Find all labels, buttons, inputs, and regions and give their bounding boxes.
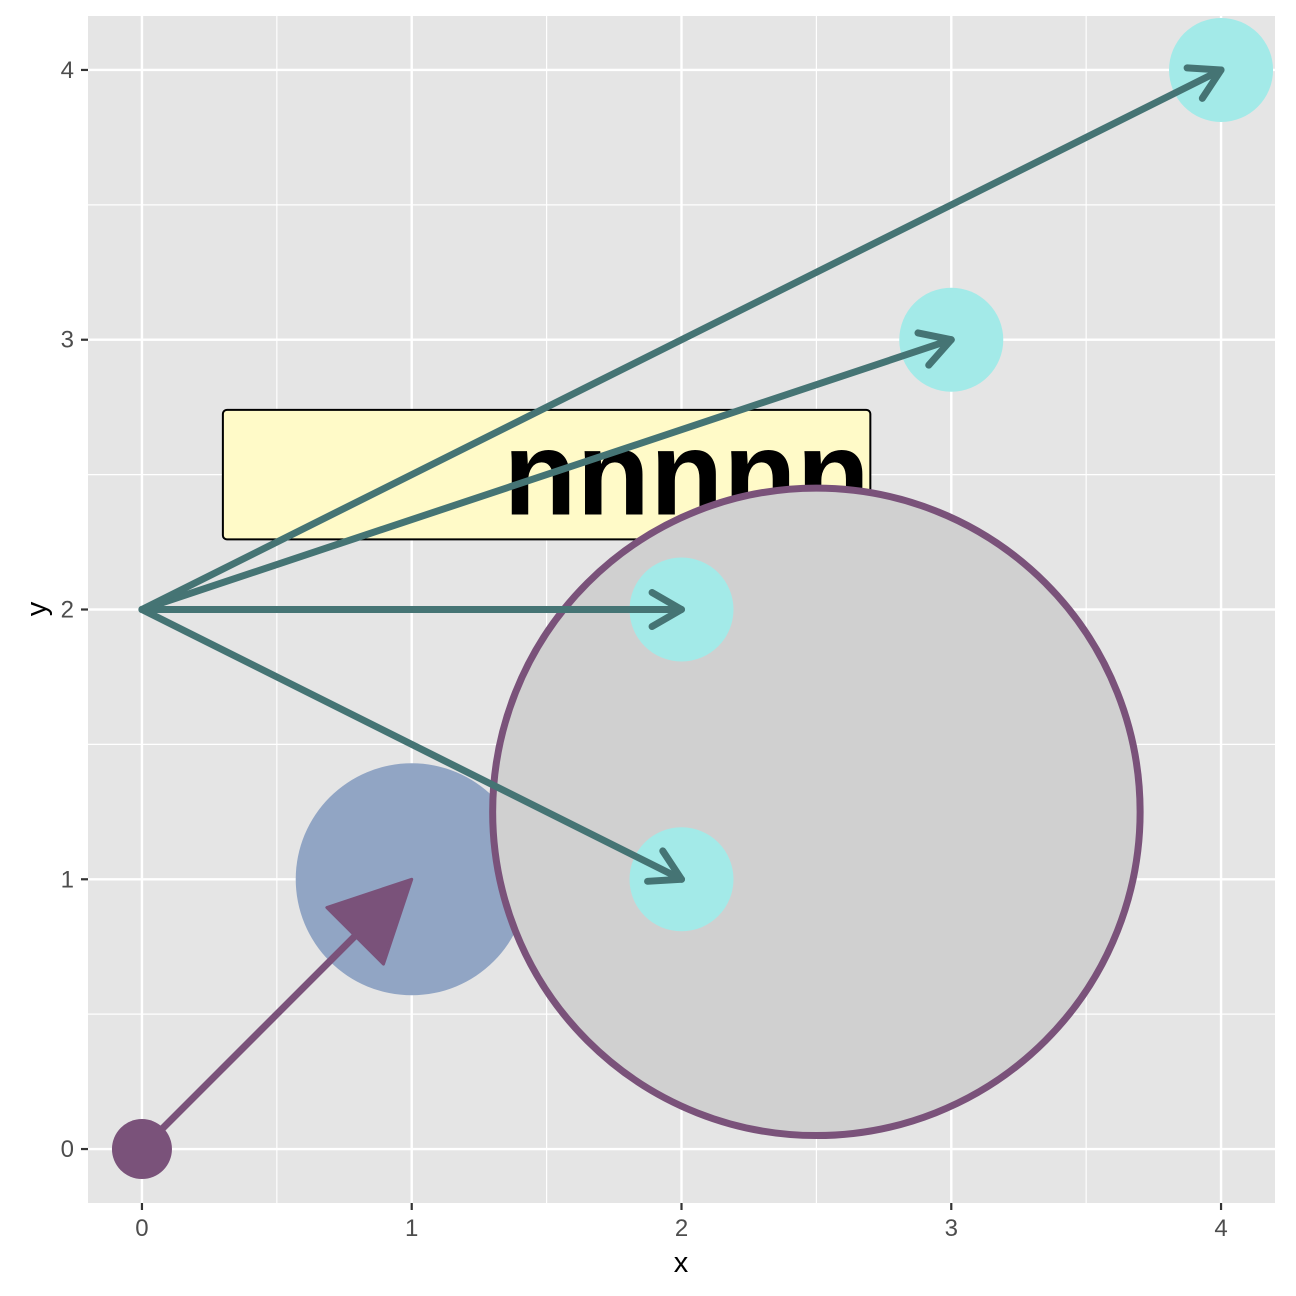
x-tick-label: 4 [1214, 1215, 1227, 1242]
y-tick-label: 4 [61, 57, 74, 84]
y-axis-title: y [21, 601, 53, 616]
y-tick-label: 3 [61, 327, 74, 354]
segment-line [138, 336, 955, 613]
y-tick-label: 0 [61, 1136, 74, 1163]
x-axis-title: x [674, 1247, 689, 1279]
y-tick-label: 2 [61, 597, 74, 624]
big-circle [489, 484, 1144, 1140]
segment-arrow-head [648, 589, 685, 630]
y-tick-label: 1 [61, 866, 74, 893]
origin-arrow-head [325, 877, 414, 966]
x-tick-label: 3 [945, 1215, 958, 1242]
x-tick-label: 2 [675, 1215, 688, 1242]
x-tick-label: 1 [405, 1215, 418, 1242]
segment-arrow-head [914, 329, 955, 369]
chart-shapes: nnnnn [111, 17, 1274, 1180]
segment-line [138, 606, 685, 883]
origin-arrow-shaft [139, 927, 364, 1152]
segment-arrow-head [1183, 64, 1225, 102]
segment-arrow-head [644, 847, 685, 885]
origin-point [111, 1119, 172, 1180]
segment-line [138, 66, 1225, 613]
x-tick-label: 0 [135, 1215, 148, 1242]
axes: 0 1 2 3 4 0 1 2 3 4 [61, 57, 1228, 1242]
